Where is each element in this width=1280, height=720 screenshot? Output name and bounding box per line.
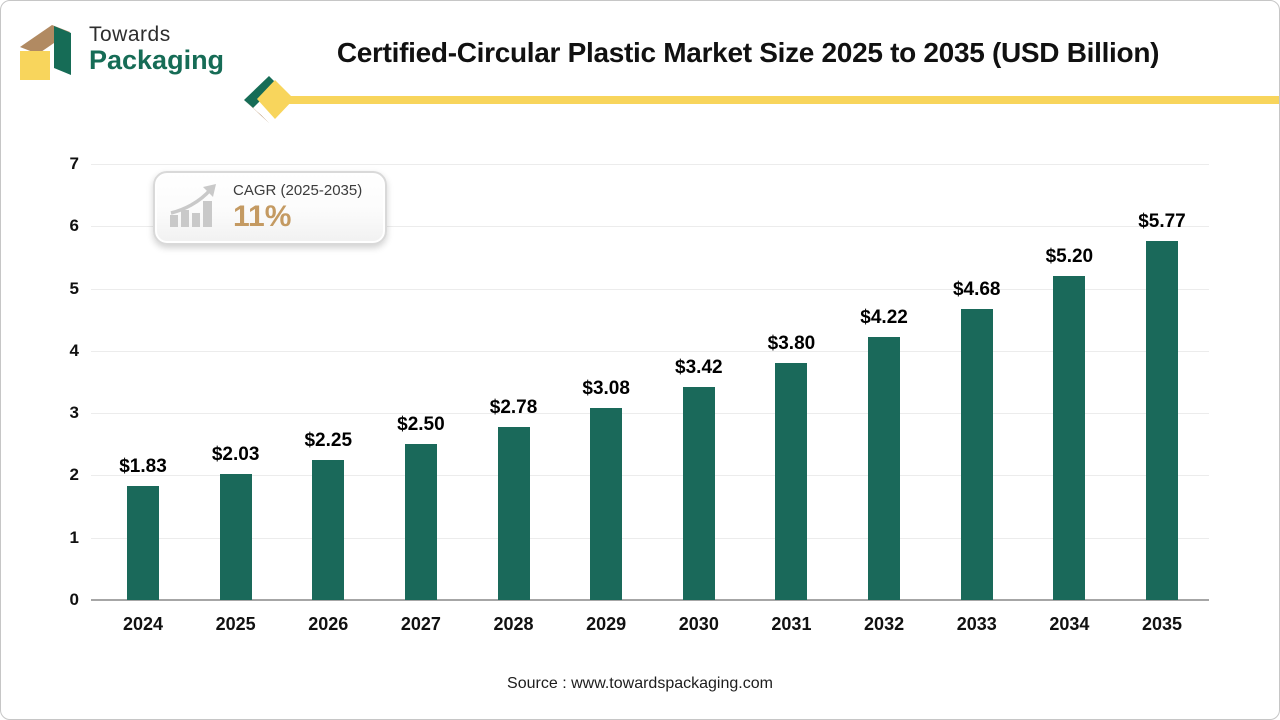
cagr-label: CAGR (2025-2035)	[233, 182, 363, 200]
bar-value-label: $4.68	[952, 278, 1001, 300]
gridline	[91, 413, 1209, 415]
gridline	[91, 164, 1209, 165]
bar-value-label: $1.83	[119, 456, 167, 478]
y-tick-label: 6	[69, 216, 79, 236]
bar-value-label: $5.20	[1045, 246, 1094, 268]
gridline	[91, 537, 1209, 539]
bar-2028	[497, 426, 530, 600]
bar-value-label: $2.25	[304, 429, 353, 451]
logo-word-towards: Towards	[89, 23, 171, 47]
x-tick-label: 2033	[956, 614, 997, 634]
title-underline	[271, 96, 1279, 104]
logo-wordmark: Towards Packaging	[89, 23, 225, 76]
y-tick-label: 1	[69, 527, 79, 547]
bar-2033	[960, 308, 993, 600]
bar-2026	[312, 459, 345, 600]
bar-value-label: $3.08	[582, 378, 630, 400]
x-tick-label: 2034	[1049, 614, 1090, 634]
bar-2027	[404, 444, 437, 600]
gridline	[91, 226, 1209, 228]
bar-2034	[1053, 276, 1086, 600]
logo-word-packaging: Packaging	[89, 45, 225, 76]
y-tick-label: 2	[69, 465, 79, 485]
bar-2024	[127, 486, 159, 600]
bar-2032	[868, 337, 901, 600]
x-tick-label: 2026	[308, 614, 349, 634]
y-tick-label: 0	[69, 590, 79, 609]
x-tick-label: 2027	[400, 614, 441, 634]
x-axis-baseline	[91, 599, 1209, 601]
source-text: Source : www.towardspackaging.com	[507, 675, 773, 692]
bar-value-label: $3.80	[767, 333, 816, 355]
bar-2035	[1145, 240, 1178, 600]
growth-chart-icon	[169, 183, 221, 234]
y-tick-label: 5	[69, 278, 79, 298]
bar-value-label: $5.77	[1138, 210, 1186, 232]
bar-2031	[775, 363, 808, 600]
y-tick-label: 7	[69, 154, 79, 173]
cagr-text: CAGR (2025-2035) 11%	[233, 183, 362, 233]
bar-value-label: $2.03	[211, 443, 260, 465]
gridline	[91, 288, 1209, 290]
x-tick-label: 2035	[1141, 614, 1182, 634]
bar-2025	[219, 473, 252, 600]
x-tick-label: 2025	[215, 614, 256, 634]
y-tick-label: 4	[69, 340, 79, 360]
x-tick-label: 2031	[771, 614, 812, 634]
gridline	[91, 475, 1209, 477]
cagr-badge: CAGR (2025-2035) 11%	[153, 171, 387, 245]
gridline	[91, 350, 1209, 352]
bar-2030	[682, 386, 715, 600]
x-tick-label: 2024	[122, 614, 164, 634]
x-tick-label: 2032	[864, 614, 905, 634]
bar-value-label: $4.22	[860, 307, 908, 329]
x-tick-label: 2030	[678, 614, 719, 634]
y-tick-label: 3	[69, 403, 79, 423]
bar-value-label: $2.78	[489, 396, 538, 418]
box-logo-icon	[16, 13, 80, 86]
chart-title: Certified-Circular Plastic Market Size 2…	[336, 37, 1160, 68]
cagr-value: 11%	[233, 199, 292, 233]
bar-value-label: $3.42	[675, 356, 723, 378]
diamond-ornament-icon	[244, 76, 294, 129]
x-tick-label: 2028	[493, 614, 534, 634]
x-tick-label: 2029	[586, 614, 627, 634]
bar-2029	[590, 408, 623, 600]
bar-value-label: $2.50	[397, 414, 445, 436]
bar-chart-plot-area: 0 1 2 3 4 5 6 7 $1.83 2024 $2.03 2025 $2.25 2026 $2.50…	[70, 154, 1209, 634]
towards-packaging-logo: Towards Packaging	[16, 13, 224, 86]
